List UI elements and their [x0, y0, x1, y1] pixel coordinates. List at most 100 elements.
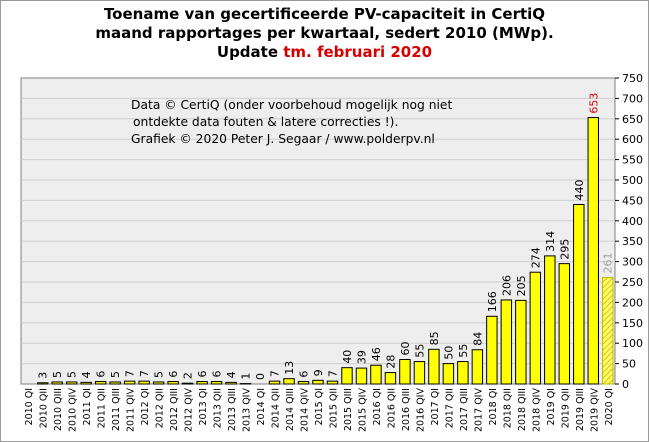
x-tick-label: 2018 QII	[502, 388, 513, 428]
y-tick-label: 300	[622, 256, 643, 269]
y-tick-label: 200	[622, 296, 643, 309]
data-credit: Data © CertiQ (onder voorbehoud mogelijk…	[131, 97, 491, 148]
value-label: 5	[109, 371, 122, 378]
x-tick-label: 2018 QIV	[531, 388, 542, 432]
value-label: 39	[355, 350, 368, 364]
value-label: 261	[602, 253, 615, 274]
value-label: 6	[167, 371, 180, 378]
x-tick-label: 2019 QIV	[589, 388, 600, 432]
bar	[471, 349, 484, 385]
title-line-3: Update tm. februari 2020	[1, 43, 648, 62]
bar	[515, 299, 527, 385]
value-label: 205	[515, 275, 528, 296]
bar	[428, 348, 440, 385]
x-tick-label: 2010 QIII	[53, 388, 64, 431]
x-tick-label: 2017 QIV	[473, 388, 484, 432]
value-label: 46	[370, 347, 383, 361]
bar	[210, 381, 223, 385]
x-tick-label: 2018 QIII	[517, 388, 528, 431]
value-label: 314	[544, 231, 557, 252]
x-tick-label: 2014 QI	[256, 388, 267, 425]
x-tick-label: 2019 QI	[546, 388, 557, 425]
bar	[341, 367, 353, 385]
title-line-1: Toename van gecertificeerde PV-capacitei…	[103, 5, 546, 23]
x-tick-label: 2016 QI	[372, 388, 383, 425]
value-label: 7	[269, 370, 282, 377]
x-tick-label: 2012 QI	[140, 388, 151, 425]
x-tick-label: 2010 QIV	[68, 388, 79, 432]
bar	[283, 378, 295, 385]
bar	[196, 381, 208, 385]
value-label: 295	[558, 239, 571, 260]
x-tick-label: 2011 QI	[82, 388, 93, 425]
value-label: 5	[66, 371, 79, 378]
value-label: 166	[486, 291, 499, 312]
value-label: 2	[182, 372, 195, 379]
x-tick-label: 2013 QII	[213, 388, 224, 428]
x-tick-label: 2012 QIV	[184, 388, 195, 432]
bar	[442, 363, 455, 385]
value-label: 9	[312, 369, 325, 376]
x-tick-label: 2013 QI	[198, 388, 209, 425]
value-label: 84	[471, 332, 484, 346]
x-tick-label: 2019 QII	[560, 388, 571, 428]
value-label: 440	[573, 179, 586, 200]
x-tick-label: 2015 QIV	[357, 388, 368, 432]
value-label: 6	[95, 371, 108, 378]
bar	[268, 380, 281, 385]
bar	[181, 382, 194, 385]
x-tick-label: 2011 QIII	[111, 388, 122, 431]
x-tick-label: 2011 QIV	[126, 388, 137, 432]
y-tick-label: 250	[622, 276, 643, 289]
x-tick-label: 2014 QIII	[285, 388, 296, 431]
bar	[544, 255, 556, 385]
value-label: 0	[254, 373, 267, 380]
x-tick-label: 2012 QIII	[169, 388, 180, 431]
y-tick-label: 600	[622, 133, 643, 146]
value-label: 7	[326, 370, 339, 377]
bar	[500, 299, 513, 385]
credit-line-3: Grafiek © 2020 Peter J. Segaar / www.pol…	[131, 132, 435, 146]
bar	[225, 381, 237, 385]
bar-series	[37, 117, 614, 385]
value-label: 274	[529, 247, 542, 268]
value-label: 40	[341, 350, 354, 364]
bar	[399, 359, 411, 385]
value-label: 55	[457, 344, 470, 358]
value-label: 6	[211, 371, 224, 378]
bar	[152, 381, 165, 385]
value-label: 5	[153, 371, 166, 378]
bar	[413, 361, 426, 385]
value-label: 206	[500, 275, 513, 296]
x-tick-label: 2010 QII	[39, 388, 50, 428]
x-tick-label: 2016 QIV	[415, 388, 426, 432]
value-label: 1	[240, 373, 253, 380]
value-label: 85	[428, 331, 441, 345]
bar	[558, 263, 571, 385]
value-label: 3	[37, 372, 50, 379]
value-label: 28	[384, 355, 397, 369]
value-label: 4	[225, 371, 238, 378]
x-tick-label: 2017 QI	[430, 388, 441, 425]
x-tick-label: 2015 QII	[328, 388, 339, 428]
y-tick-label: 750	[622, 72, 643, 85]
value-label: 6	[298, 371, 311, 378]
title-update-prefix: Update	[216, 43, 284, 61]
y-tick-label: 650	[622, 113, 643, 126]
bar	[297, 381, 310, 385]
y-tick-label: 100	[622, 337, 643, 350]
title-update-date: tm. februari 2020	[283, 43, 433, 61]
x-tick-label: 2013 QIII	[227, 388, 238, 431]
chart-title: Toename van gecertificeerde PV-capacitei…	[1, 5, 648, 62]
bar	[587, 117, 599, 385]
bar	[138, 380, 150, 385]
x-tick-label: 2015 QIII	[343, 388, 354, 431]
bar	[326, 380, 339, 385]
value-label: 55	[413, 344, 426, 358]
x-tick-label: 2017 QIII	[459, 388, 470, 431]
value-label: 60	[399, 342, 412, 356]
x-axis: 2010 QI 2010 QII 2010 QIII 2010 QIV 2011 QI 2…	[24, 388, 615, 432]
y-tick-label: 450	[622, 194, 643, 207]
